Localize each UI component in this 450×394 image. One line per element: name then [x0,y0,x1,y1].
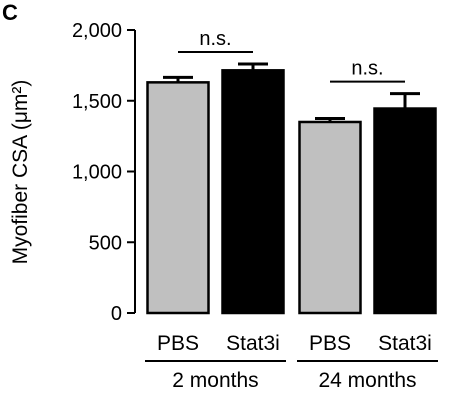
bars [146,62,437,315]
y-tick-label: 1,500 [72,91,122,113]
labels: 0 500 1,000 1,500 2,000 PBS Stat3i 2 months n.s.… [72,20,432,392]
x-category-label: Stat3i [226,332,280,355]
bar [373,107,437,315]
y-tick-label: 1,000 [72,162,122,184]
x-category-label: PBS [309,332,351,355]
x-category-label: PBS [157,332,199,355]
x-group-label: 24 months [318,369,416,392]
significance-label: n.s. [351,58,383,80]
x-group-label: 2 months [172,369,258,392]
panel-letter: C [2,0,18,25]
significance-label: n.s. [199,28,231,50]
y-tick-label: 500 [89,232,122,254]
bar [146,81,210,315]
bar [298,120,362,315]
y-axis-label: Myofiber CSA (μm²) [9,80,32,265]
axes [127,29,438,362]
y-tick-label: 0 [111,303,122,325]
bar [221,69,285,315]
x-category-label: Stat3i [378,332,432,355]
y-tick-label: 2,000 [72,20,122,42]
